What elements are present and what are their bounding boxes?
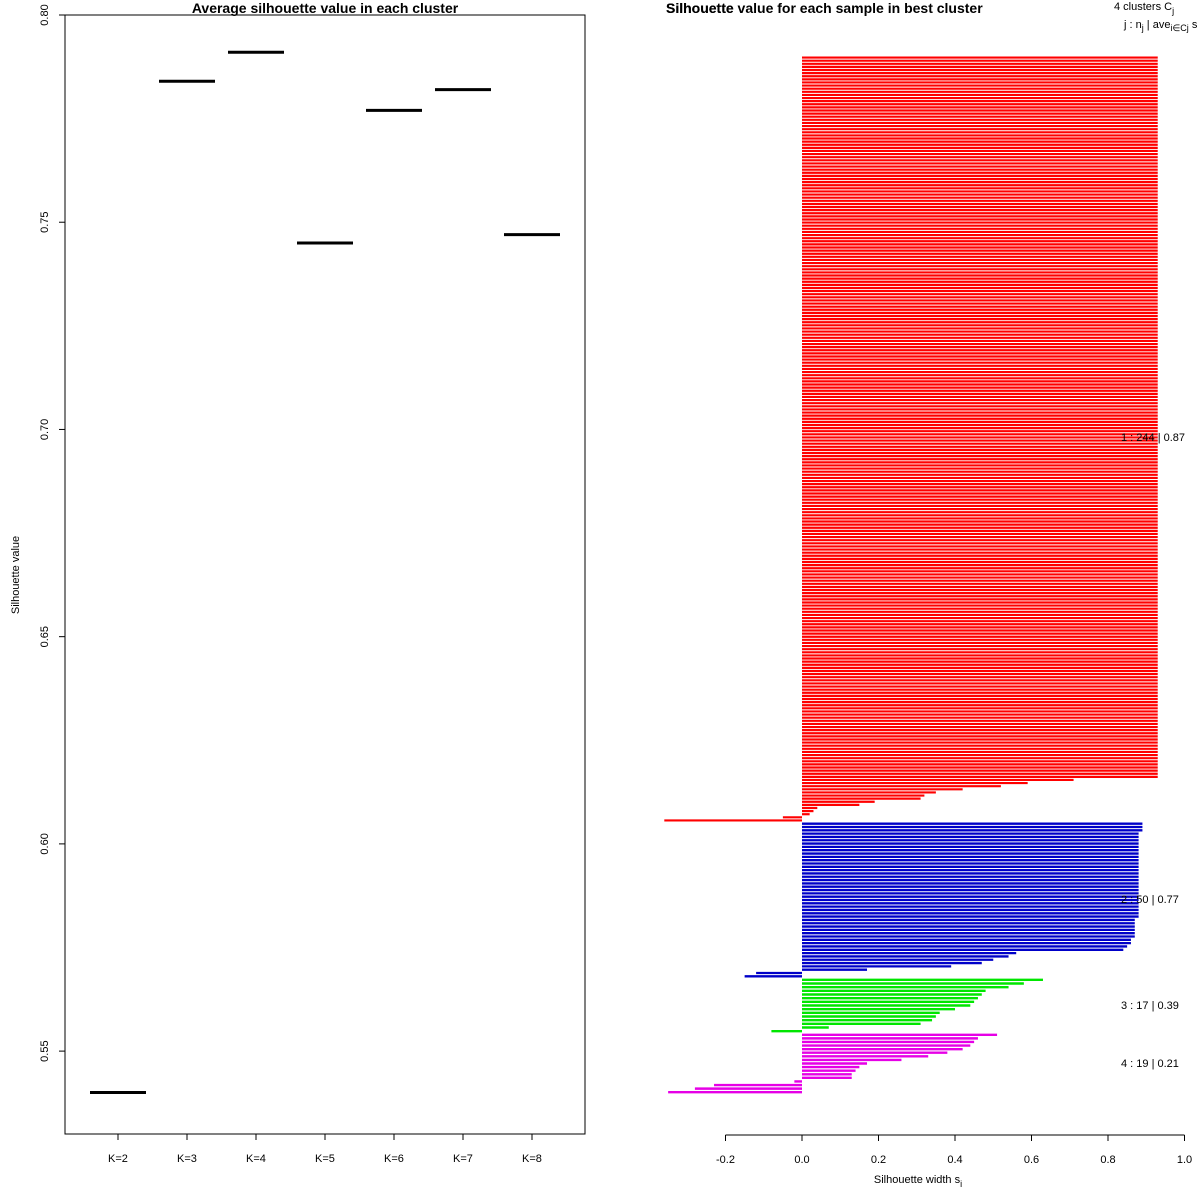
right-chart-overlap-title: Silhouette bbox=[666, 0, 734, 16]
left-chart-title: Average silhouette value in each cluster bbox=[192, 0, 459, 16]
cluster-label-3: 3 : 17 | 0.39 bbox=[1121, 1000, 1179, 1012]
right-x-tick-label: 0.0 bbox=[794, 1154, 809, 1166]
right-x-tick-label: 0.4 bbox=[947, 1154, 962, 1166]
right-x-axis-label-text: Silhouette width s bbox=[874, 1174, 961, 1186]
cluster-label-1: 1 : 244 | 0.87 bbox=[1121, 432, 1185, 444]
legend-header-line2-sub1: j bbox=[1141, 23, 1144, 33]
right-x-tick-label: 0.6 bbox=[1024, 1154, 1039, 1166]
right-x-tick-label: -0.2 bbox=[716, 1154, 735, 1166]
left-x-tick-label: K=3 bbox=[177, 1153, 197, 1165]
right-x-axis-label-sub: i bbox=[960, 1179, 962, 1189]
left-y-tick-label: 0.55 bbox=[39, 1040, 51, 1061]
legend-header-line2: j : nj | avei∈Cj s bbox=[1123, 19, 1198, 33]
left-x-tick-label: K=6 bbox=[384, 1153, 404, 1165]
left-y-tick-label: 0.80 bbox=[39, 4, 51, 25]
left-marks bbox=[90, 50, 560, 1095]
left-x-tick-label: K=8 bbox=[522, 1153, 542, 1165]
left-y-axis-label: Silhouette value bbox=[10, 536, 22, 614]
right-x-axis: -0.2 0.0 0.2 0.4 0.6 0.8 1.0 bbox=[716, 1134, 1192, 1166]
legend-header-line1-text: 4 clusters C bbox=[1114, 1, 1172, 13]
left-x-tick-label: K=5 bbox=[315, 1153, 335, 1165]
legend-header-line1: 4 clusters Cj bbox=[1114, 1, 1174, 16]
left-x-tick-label: K=2 bbox=[108, 1153, 128, 1165]
right-x-tick-label: 0.2 bbox=[871, 1154, 886, 1166]
right-chart-title: Silhouette value for each sample in best… bbox=[666, 0, 983, 16]
right-chart: Silhouette Silhouette value for each sam… bbox=[664, 0, 1198, 1189]
left-y-tick-label: 0.65 bbox=[39, 626, 51, 647]
left-x-axis: K=2 K=3 K=4 K=5 K=6 K=7 K=8 bbox=[108, 1134, 542, 1165]
left-chart: Average silhouette value in each cluster… bbox=[10, 0, 586, 1165]
right-x-tick-label: 1.0 bbox=[1177, 1154, 1192, 1166]
right-x-axis-label: Silhouette width si bbox=[874, 1174, 962, 1189]
legend-header-line2-sub2: i∈Cj bbox=[1170, 23, 1188, 33]
cluster-labels: 1 : 244 | 0.87 2 : 50 | 0.77 3 : 17 | 0.39… bbox=[1121, 432, 1185, 1070]
legend-header: 4 clusters Cj j : nj | avei∈Cj s bbox=[1114, 1, 1198, 33]
left-y-tick-label: 0.60 bbox=[39, 833, 51, 854]
cluster-label-2: 2 : 50 | 0.77 bbox=[1121, 894, 1179, 906]
legend-header-line2-text: j : n bbox=[1123, 19, 1142, 31]
left-x-tick-label: K=7 bbox=[453, 1153, 473, 1165]
silhouette-bars bbox=[664, 56, 1158, 1094]
left-plot-frame bbox=[64, 14, 586, 1135]
left-y-axis: 0.55 0.60 0.65 0.70 0.75 0.80 bbox=[39, 4, 66, 1062]
legend-header-line2-mid: | ave bbox=[1144, 19, 1171, 31]
legend-header-line2-end: s bbox=[1189, 19, 1198, 31]
legend-header-line1-sub: j bbox=[1171, 6, 1174, 16]
left-y-tick-label: 0.75 bbox=[39, 212, 51, 233]
cluster-label-4: 4 : 19 | 0.21 bbox=[1121, 1058, 1179, 1070]
left-y-tick-label: 0.70 bbox=[39, 419, 51, 440]
left-x-tick-label: K=4 bbox=[246, 1153, 266, 1165]
right-x-tick-label: 0.8 bbox=[1100, 1154, 1115, 1166]
